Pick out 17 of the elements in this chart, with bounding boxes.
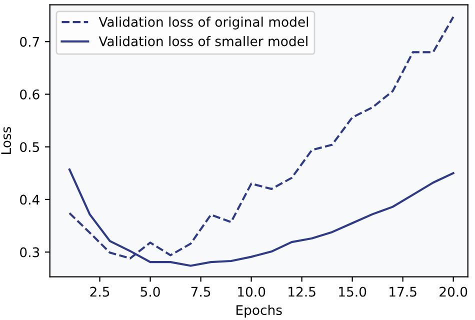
x-tick-label: 5.0 [140, 286, 160, 297]
legend-label: Validation loss of original model [98, 16, 308, 30]
x-tick-label: 10.0 [238, 286, 266, 297]
legend-label: Validation loss of smaller model [98, 36, 308, 46]
x-axis-title: Epochs [236, 304, 282, 318]
y-tick-label: 0.6 [20, 89, 40, 100]
x-tick-label: 15.0 [339, 286, 366, 297]
x-tick-label: 7.5 [191, 286, 210, 297]
y-tick-label: 0.5 [20, 142, 39, 152]
y-tick-label: 0.4 [20, 194, 40, 205]
x-tick-label: 2.5 [90, 286, 110, 297]
y-tick-label: 0.3 [20, 247, 40, 258]
y-tick-label: 0.7 [20, 36, 40, 47]
y-axis-title: Loss [1, 126, 12, 154]
x-tick-label: 20.0 [440, 286, 468, 297]
x-tick-label: 12.5 [288, 286, 316, 297]
x-tick-label: 17.5 [390, 286, 416, 297]
